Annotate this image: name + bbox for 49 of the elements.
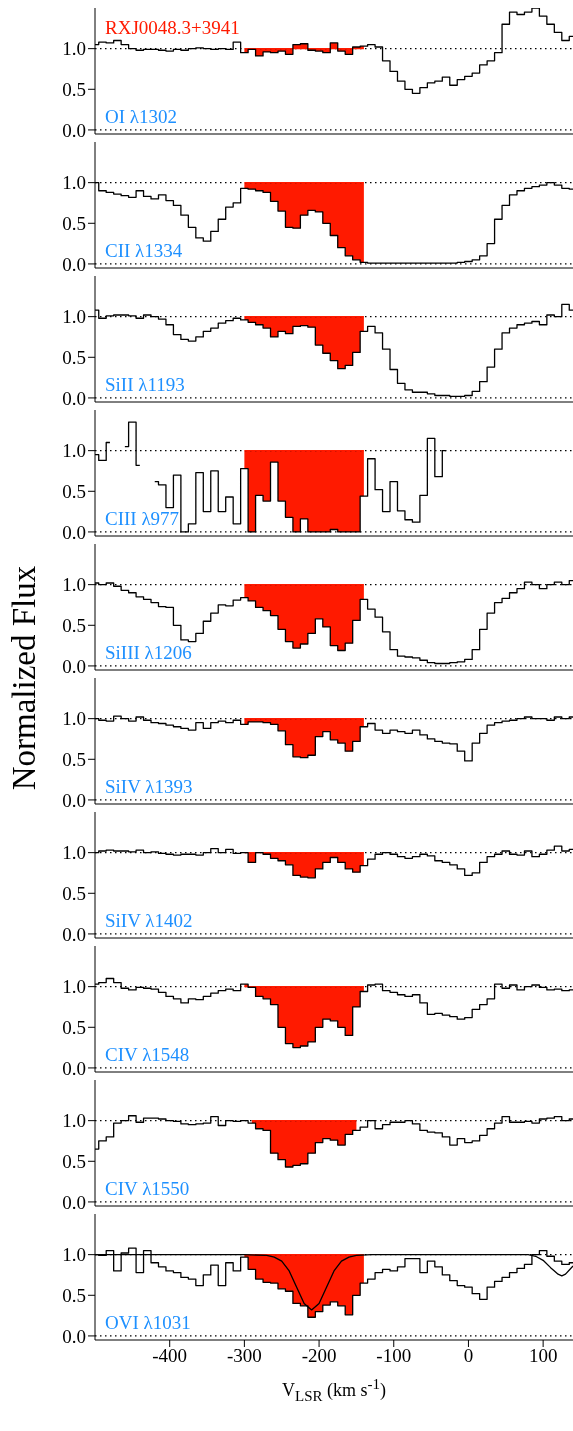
x-tick-label: -100 (376, 1345, 412, 1367)
x-tick-label: 0 (463, 1345, 474, 1367)
y-tick-label: 1.0 (62, 306, 86, 328)
y-axis-title: Normalized Flux (6, 565, 42, 791)
y-tick-label: 1.0 (62, 1244, 86, 1266)
y-tick-label: 0.5 (62, 1017, 86, 1039)
y-tick-label: 0.5 (62, 1285, 86, 1307)
annotation: SiIII λ1206 (105, 642, 192, 663)
x-axis-title: V$_{LSR}$ (km s$^{-1}$) (281, 1376, 387, 1405)
y-tick-label: 0.0 (62, 387, 86, 409)
y-tick-label: 1.0 (62, 842, 86, 864)
annotation: OVI λ1031 (105, 1312, 191, 1333)
y-tick-label: 0.5 (62, 1151, 86, 1173)
y-tick-label: 1.0 (62, 172, 86, 194)
y-tick-label: 0.0 (62, 521, 86, 543)
annotation: SiIV λ1402 (105, 910, 193, 931)
annotation: OI λ1302 (105, 106, 178, 127)
y-tick-label: 0.0 (62, 923, 86, 945)
text: RXJ0048.3+3941 (105, 17, 240, 38)
y-tick-label: 1.0 (62, 574, 86, 596)
y-tick-label: 0.0 (62, 1057, 86, 1079)
x-tick-label: -400 (152, 1345, 188, 1367)
y-tick-label: 0.0 (62, 1191, 86, 1213)
y-tick-label: 0.5 (62, 749, 86, 771)
annotation: SiIV λ1393 (105, 776, 193, 797)
y-tick-label: 1.0 (62, 708, 86, 730)
y-tick-label: 0.0 (62, 119, 86, 141)
y-tick-label: 0.5 (62, 347, 86, 369)
y-tick-label: 0.0 (62, 655, 86, 677)
y-tick-label: 0.0 (62, 253, 86, 275)
annotation: CIV λ1550 (105, 1178, 190, 1199)
y-tick-label: 0.0 (62, 789, 86, 811)
y-tick-label: 0.5 (62, 481, 86, 503)
y-tick-label: 1.0 (62, 1110, 86, 1132)
y-tick-label: 1.0 (62, 976, 86, 998)
annotation: CIII λ977 (105, 508, 180, 529)
annotation: CIV λ1548 (105, 1044, 190, 1065)
y-tick-label: 1.0 (62, 38, 86, 60)
x-tick-label: -300 (226, 1345, 262, 1367)
x-tick-label: 100 (528, 1345, 558, 1367)
y-tick-label: 0.5 (62, 213, 86, 235)
y-tick-label: 0.5 (62, 883, 86, 905)
x-tick-label: -200 (301, 1345, 337, 1367)
annotation: CII λ1334 (105, 240, 183, 261)
annotation: SiII λ1193 (105, 374, 185, 395)
y-tick-label: 0.5 (62, 615, 86, 637)
y-tick-label: 0.0 (62, 1325, 86, 1347)
y-tick-label: 0.5 (62, 79, 86, 101)
y-tick-label: 1.0 (62, 440, 86, 462)
